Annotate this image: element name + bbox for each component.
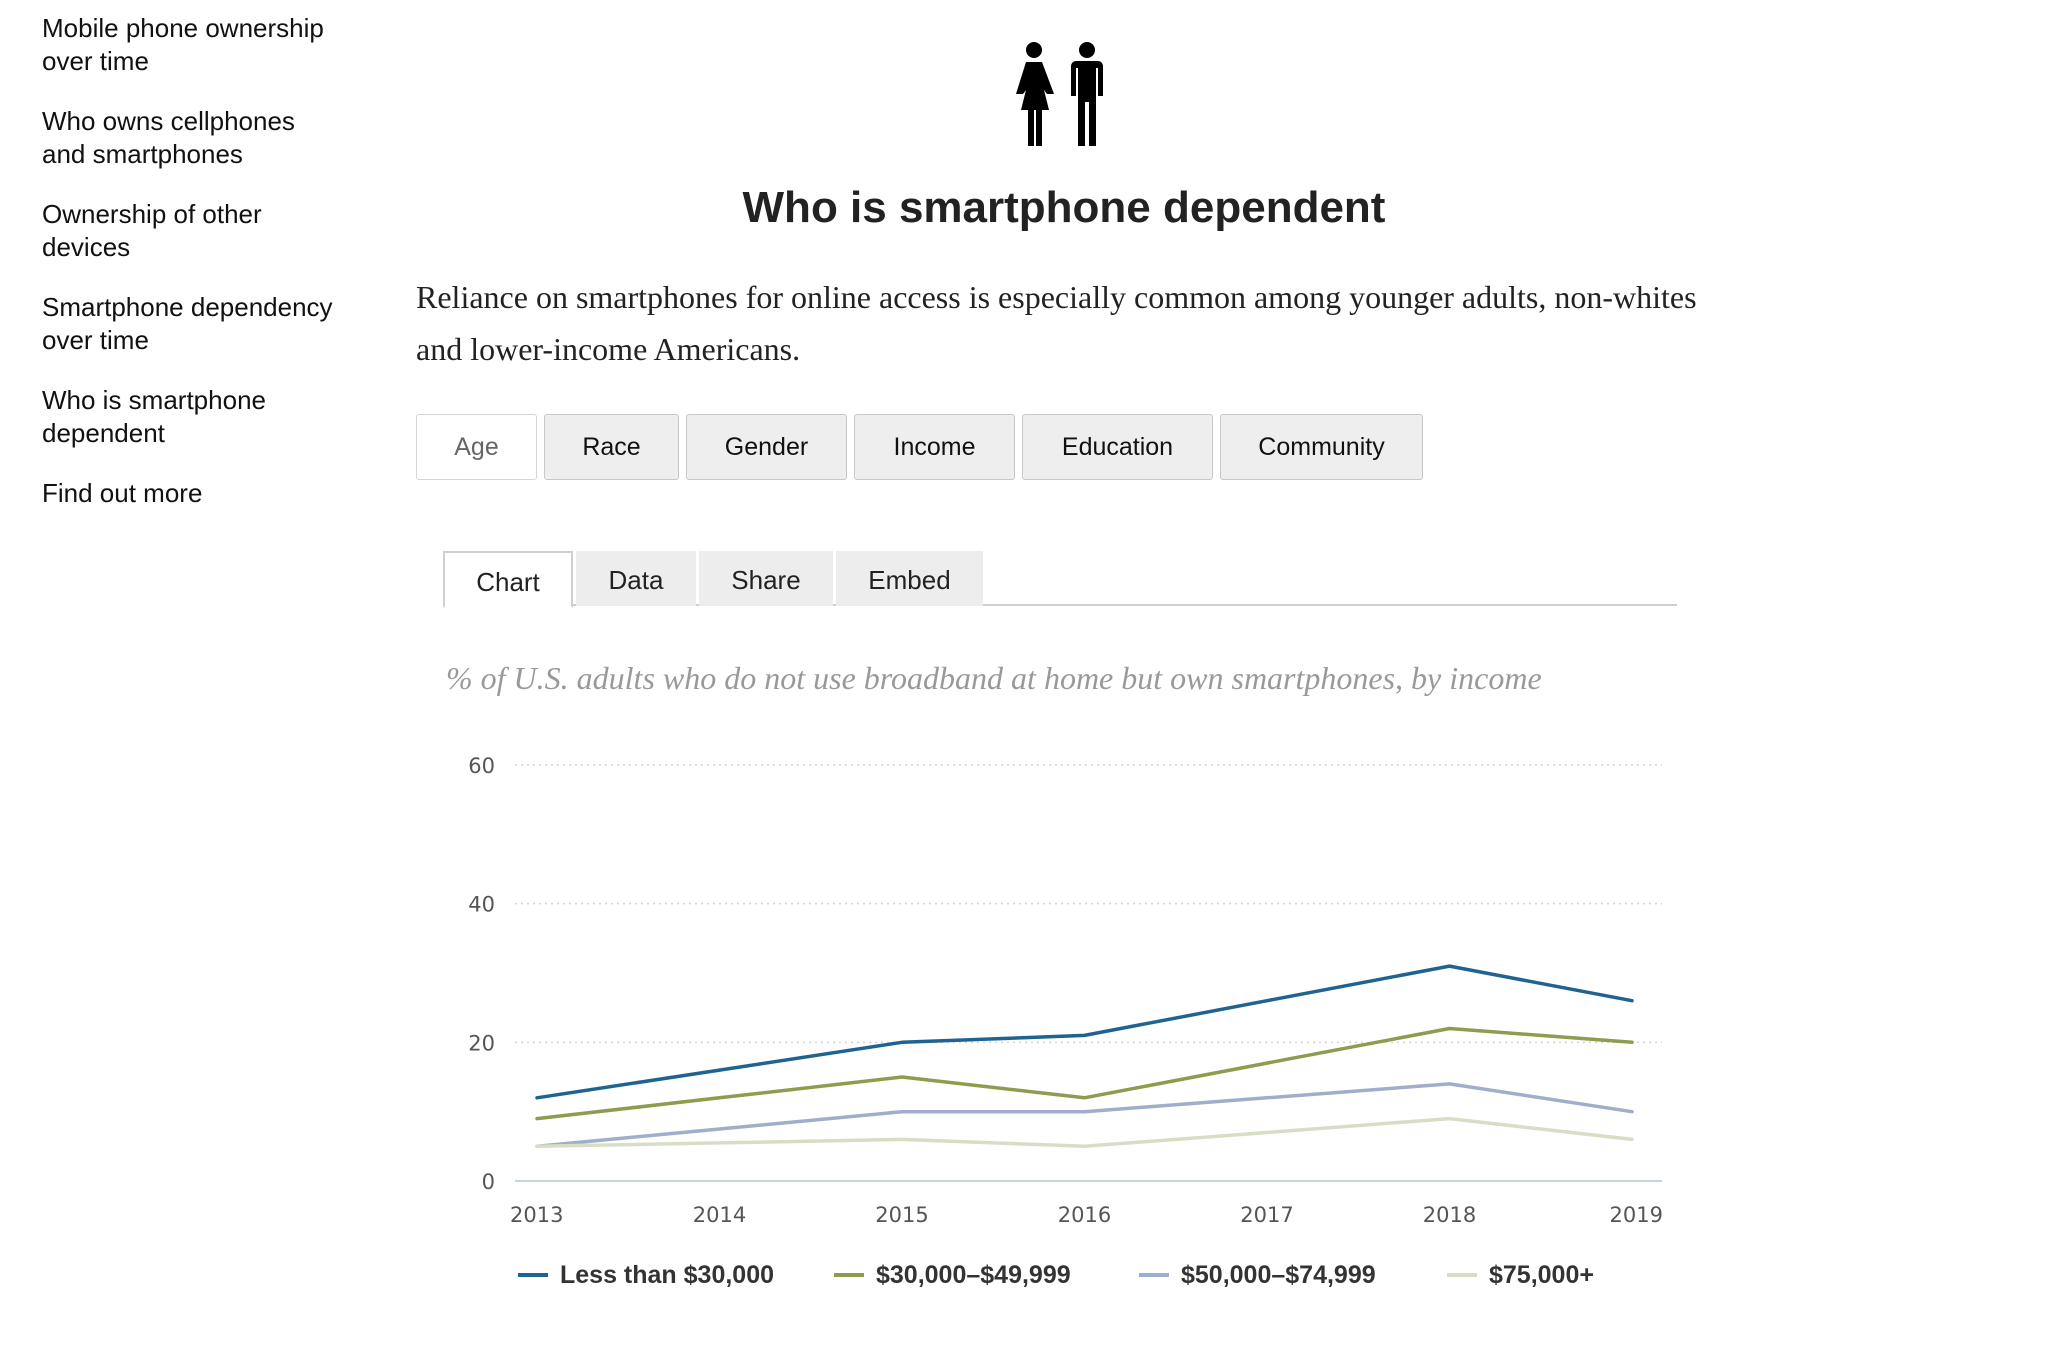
x-tick-label: 2013 bbox=[510, 1203, 563, 1227]
category-race-button[interactable]: Race bbox=[544, 414, 679, 480]
people-icon bbox=[1016, 42, 1103, 146]
series-line-0 bbox=[535, 964, 1634, 1100]
category-education-button[interactable]: Education bbox=[1022, 414, 1213, 480]
legend-swatch bbox=[1139, 1273, 1169, 1277]
legend-label: $75,000+ bbox=[1489, 1261, 1594, 1289]
y-tick-label: 60 bbox=[468, 754, 495, 778]
legend-item-less-than-30000: Less than $30,000 bbox=[518, 1258, 818, 1292]
tab-chart[interactable]: Chart bbox=[443, 551, 573, 608]
legend-item-50000-74999: $50,000–$74,999 bbox=[1139, 1258, 1439, 1292]
legend-label: $50,000–$74,999 bbox=[1181, 1261, 1376, 1289]
x-tick-label: 2017 bbox=[1240, 1203, 1293, 1227]
legend-swatch bbox=[834, 1273, 864, 1277]
sidebar-item-dependency-over-time[interactable]: Smartphone dependency over time bbox=[42, 292, 333, 355]
x-tick-label: 2015 bbox=[875, 1203, 928, 1227]
sidebar-item-mobile-ownership[interactable]: Mobile phone ownership over time bbox=[42, 13, 324, 76]
series-line-1 bbox=[535, 1026, 1634, 1121]
x-tick-label: 2016 bbox=[1058, 1203, 1111, 1227]
tab-share[interactable]: Share bbox=[699, 551, 833, 606]
chart-axes: 0 20 40 60 2013 2014 2015 2016 2017 2018 2019 bbox=[468, 754, 1663, 1227]
chart-series bbox=[535, 964, 1634, 1149]
y-tick-label: 0 bbox=[482, 1170, 495, 1194]
legend-swatch bbox=[1447, 1273, 1477, 1277]
legend-label: Less than $30,000 bbox=[560, 1261, 775, 1289]
series-line-2 bbox=[535, 1082, 1634, 1149]
legend-item-75000-plus: $75,000+ bbox=[1447, 1258, 1647, 1292]
y-tick-label: 40 bbox=[468, 893, 495, 917]
sidebar-item-who-is-dependent[interactable]: Who is smartphone dependent bbox=[42, 385, 266, 448]
chart-tabs: Chart Data Share Embed bbox=[443, 551, 1677, 608]
category-community-button[interactable]: Community bbox=[1220, 414, 1423, 480]
legend-item-30000-49999: $30,000–$49,999 bbox=[834, 1258, 1134, 1292]
category-age-button[interactable]: Age bbox=[416, 414, 537, 480]
sidebar-item-find-out-more[interactable]: Find out more bbox=[42, 478, 203, 508]
category-income-button[interactable]: Income bbox=[854, 414, 1015, 480]
page-subtitle: Reliance on smartphones for online acces… bbox=[416, 279, 1697, 367]
y-tick-label: 20 bbox=[468, 1031, 495, 1055]
sidebar-item-who-owns[interactable]: Who owns cellphones and smartphones bbox=[42, 106, 295, 169]
x-tick-label: 2014 bbox=[693, 1203, 746, 1227]
chart-title: % of U.S. adults who do not use broadban… bbox=[446, 660, 1542, 696]
page-title: Who is smartphone dependent bbox=[742, 183, 1386, 232]
series-line-3 bbox=[535, 1116, 1634, 1149]
legend-swatch bbox=[518, 1273, 548, 1277]
tab-embed[interactable]: Embed bbox=[836, 551, 983, 606]
x-tick-label: 2018 bbox=[1423, 1203, 1476, 1227]
tab-data[interactable]: Data bbox=[576, 551, 696, 606]
legend-label: $30,000–$49,999 bbox=[876, 1261, 1071, 1289]
x-tick-label: 2019 bbox=[1610, 1203, 1663, 1227]
sidebar-item-other-devices[interactable]: Ownership of other devices bbox=[42, 199, 262, 262]
sidebar-nav: Mobile phone ownership over time Who own… bbox=[42, 12, 362, 537]
chart-grid bbox=[515, 764, 1662, 1044]
category-gender-button[interactable]: Gender bbox=[686, 414, 847, 480]
